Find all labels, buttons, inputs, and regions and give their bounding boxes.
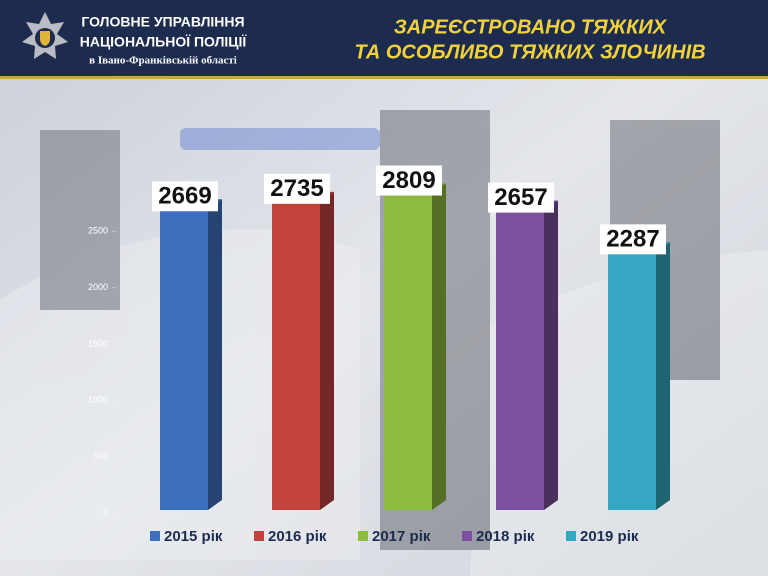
bar	[496, 210, 544, 511]
legend-swatch	[566, 531, 576, 541]
chart-title: ЗАРЕЄСТРОВАНО ТЯЖКИХ	[394, 16, 668, 38]
y-tick-label: 1500	[88, 338, 108, 348]
y-tick-label: 1000	[88, 395, 108, 405]
bar-side	[432, 183, 446, 510]
logo-shield	[40, 31, 50, 46]
bar	[608, 252, 656, 510]
legend-label: 2018 рік	[476, 528, 535, 545]
bar-side	[656, 242, 670, 510]
chart-title: ТА ОСОБЛИВО ТЯЖКИХ ЗЛОЧИНІВ	[354, 41, 705, 63]
value-label-box	[600, 224, 666, 255]
value-label-box	[264, 173, 330, 204]
bar	[384, 193, 432, 510]
value-label: 2657	[494, 184, 547, 211]
y-tick-label: 2500	[88, 226, 108, 236]
org-line: ГОЛОВНЕ УПРАВЛІННЯ	[81, 14, 244, 30]
org-line: НАЦІОНАЛЬНОЇ ПОЛІЦІЇ	[80, 34, 248, 50]
legend-swatch	[150, 531, 160, 541]
header-rule	[0, 76, 768, 79]
legend-label: 2016 рік	[268, 528, 327, 545]
y-tick-label: 0	[103, 507, 108, 517]
legend-label: 2019 рік	[580, 528, 639, 545]
y-tick-label: 2000	[88, 282, 108, 292]
value-label-box	[152, 181, 218, 212]
header-band	[0, 0, 768, 76]
value-label-box	[488, 182, 554, 213]
bar-side	[320, 191, 334, 510]
bar-side	[208, 199, 222, 510]
legend-label: 2017 рік	[372, 528, 431, 545]
bar	[160, 209, 208, 510]
value-label-box	[376, 165, 442, 196]
value-label: 2735	[270, 175, 323, 202]
bar-side	[544, 200, 558, 511]
legend-swatch	[358, 531, 368, 541]
legend-swatch	[462, 531, 472, 541]
y-tick-label: 500	[93, 451, 108, 461]
value-label: 2809	[382, 167, 435, 194]
legend-swatch	[254, 531, 264, 541]
value-label: 2669	[158, 183, 211, 210]
legend-label: 2015 рік	[164, 528, 223, 545]
value-label: 2287	[606, 226, 659, 253]
org-region: в Івано-Франківській області	[89, 55, 237, 67]
bar	[272, 201, 320, 510]
